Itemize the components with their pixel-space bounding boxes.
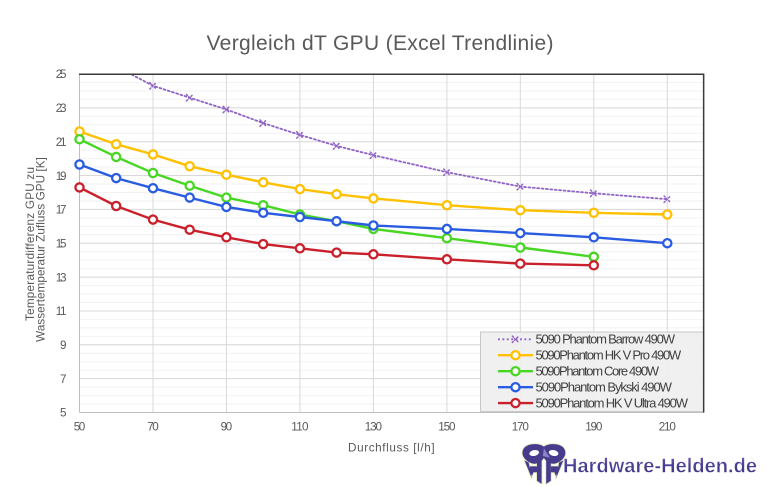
svg-text:9: 9 (60, 339, 67, 352)
svg-text:Temperaturdifferenz GPU zu: Temperaturdifferenz GPU zu (24, 167, 37, 321)
svg-text:130: 130 (365, 421, 383, 434)
svg-text:190: 190 (585, 421, 603, 434)
svg-text:19: 19 (56, 170, 67, 183)
svg-text:5090Phantom HK V Ultra 490W: 5090Phantom HK V Ultra 490W (536, 395, 689, 410)
svg-text:7: 7 (60, 373, 67, 386)
svg-text:5090Phantom Bykski 490W: 5090Phantom Bykski 490W (536, 379, 673, 394)
svg-text:210: 210 (659, 421, 677, 434)
svg-text:5: 5 (60, 407, 67, 420)
svg-text:110: 110 (291, 421, 309, 434)
svg-text:90: 90 (221, 421, 233, 434)
svg-text:Durchfluss [l/h]: Durchfluss [l/h] (348, 441, 435, 454)
svg-text:11: 11 (56, 305, 67, 318)
svg-text:5090Phantom Core 490W: 5090Phantom Core 490W (536, 363, 660, 378)
svg-text:13: 13 (56, 271, 67, 284)
svg-text:17: 17 (56, 204, 67, 217)
svg-text:50: 50 (74, 421, 86, 434)
svg-text:21: 21 (56, 136, 67, 149)
svg-text:23: 23 (56, 102, 67, 115)
svg-text:Vergleich dT GPU (Excel Trendl: Vergleich dT GPU (Excel Trendlinie) (207, 32, 554, 55)
svg-text:70: 70 (147, 421, 159, 434)
svg-text:Wassertemperatur Zufluss GPU [: Wassertemperatur Zufluss GPU [K] (35, 157, 48, 342)
svg-text:5090Phantom HK V Pro 490W: 5090Phantom HK V Pro 490W (536, 347, 682, 362)
svg-text:170: 170 (512, 421, 530, 434)
svg-text:15: 15 (56, 237, 67, 250)
svg-text:25: 25 (56, 68, 67, 81)
svg-text:5090 Phantom Barrow 490W: 5090 Phantom Barrow 490W (536, 332, 676, 347)
svg-text:Hardware-Helden.de: Hardware-Helden.de (563, 456, 757, 478)
svg-text:150: 150 (438, 421, 456, 434)
